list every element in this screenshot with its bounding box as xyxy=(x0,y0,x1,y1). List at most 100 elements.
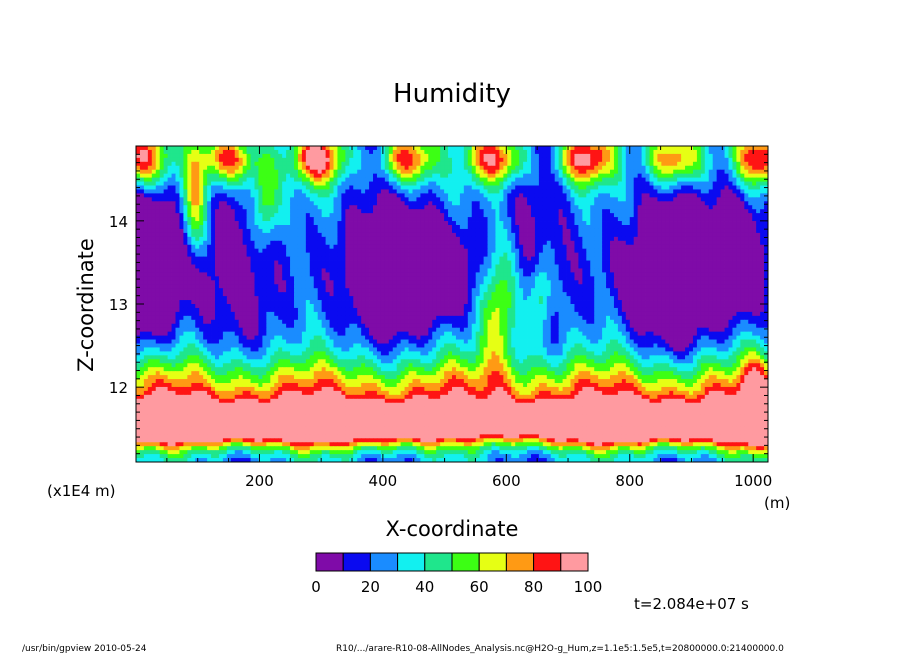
field-cell xyxy=(546,217,552,222)
field-cell xyxy=(574,165,579,171)
field-cell xyxy=(266,165,271,171)
field-cell xyxy=(139,201,145,206)
field-cell xyxy=(748,221,753,226)
field-cell xyxy=(167,201,172,206)
field-cell xyxy=(507,252,512,257)
field-cell xyxy=(424,177,429,182)
field-cell xyxy=(329,260,334,265)
field-cell xyxy=(586,201,591,206)
field-cell xyxy=(361,232,366,238)
field-cell xyxy=(337,185,342,190)
field-cell xyxy=(692,236,698,242)
field-cell xyxy=(629,240,635,246)
field-cell xyxy=(728,248,733,254)
field-cell xyxy=(534,209,540,214)
field-cell xyxy=(637,228,642,234)
field-cell xyxy=(661,169,666,175)
field-cell xyxy=(582,185,587,190)
field-cell xyxy=(373,169,378,175)
field-cell xyxy=(692,209,698,214)
field-cell xyxy=(558,146,563,151)
field-cell xyxy=(629,228,635,234)
field-cell xyxy=(215,268,220,273)
field-cell xyxy=(254,146,259,151)
field-cell xyxy=(586,146,591,151)
field-cell xyxy=(408,177,413,182)
field-cell xyxy=(681,213,686,218)
field-cell xyxy=(282,248,287,254)
field-cell xyxy=(151,165,157,171)
field-cell xyxy=(444,205,449,210)
field-cell xyxy=(428,205,433,210)
field-cell xyxy=(598,157,603,163)
field-cell xyxy=(673,244,678,250)
field-cell xyxy=(215,248,220,254)
field-cell xyxy=(507,209,512,214)
field-cell xyxy=(175,201,180,206)
field-cell xyxy=(491,205,496,210)
field-cell xyxy=(171,161,176,167)
field-cell xyxy=(681,193,686,198)
field-cell xyxy=(404,240,409,246)
field-cell xyxy=(380,193,386,198)
field-cell xyxy=(155,268,161,273)
field-cell xyxy=(309,252,315,257)
field-cell xyxy=(325,169,330,175)
field-cell xyxy=(222,264,228,269)
field-cell xyxy=(420,189,425,194)
field-cell xyxy=(610,169,615,175)
field-cell xyxy=(685,157,690,163)
field-cell xyxy=(602,256,607,261)
field-cell xyxy=(515,173,520,178)
field-cell xyxy=(538,197,544,202)
field-cell xyxy=(602,161,607,167)
field-cell xyxy=(740,181,745,186)
field-cell xyxy=(716,193,721,198)
field-cell xyxy=(408,181,413,186)
field-cell xyxy=(286,244,291,250)
field-cell xyxy=(696,240,702,246)
field-cell xyxy=(388,260,394,265)
field-cell xyxy=(444,252,449,257)
field-cell xyxy=(629,189,635,194)
field-cell xyxy=(349,193,354,198)
field-cell xyxy=(617,213,623,218)
field-cell xyxy=(610,197,615,202)
field-cell xyxy=(151,153,157,159)
field-cell xyxy=(689,161,694,167)
field-cell xyxy=(463,232,469,238)
field-cell xyxy=(373,146,378,151)
field-cell xyxy=(625,256,631,261)
field-cell xyxy=(649,189,654,194)
field-cell xyxy=(681,169,686,175)
field-cell xyxy=(459,209,465,214)
field-cell xyxy=(598,189,603,194)
field-cell xyxy=(566,240,571,246)
field-cell xyxy=(483,256,488,261)
field-cell xyxy=(515,260,520,265)
field-cell xyxy=(724,153,729,159)
field-cell xyxy=(222,146,228,151)
field-cell xyxy=(175,228,180,234)
field-cell xyxy=(558,185,563,190)
field-cell xyxy=(554,244,560,250)
field-cell xyxy=(136,225,141,230)
field-cell xyxy=(238,149,244,155)
field-cell xyxy=(380,173,386,178)
field-cell xyxy=(594,256,599,261)
field-cell xyxy=(222,149,228,155)
field-cell xyxy=(602,189,607,194)
field-cell xyxy=(764,217,769,222)
field-cell xyxy=(416,197,421,202)
field-cell xyxy=(546,169,552,175)
field-cell xyxy=(760,252,765,257)
field-cell xyxy=(700,252,706,257)
field-cell xyxy=(657,201,662,206)
field-cell xyxy=(400,228,405,234)
field-cell xyxy=(641,213,646,218)
field-cell xyxy=(400,248,405,254)
field-cell xyxy=(404,217,409,222)
field-cell xyxy=(388,201,394,206)
field-cell xyxy=(400,264,405,269)
field-cell xyxy=(274,205,279,210)
